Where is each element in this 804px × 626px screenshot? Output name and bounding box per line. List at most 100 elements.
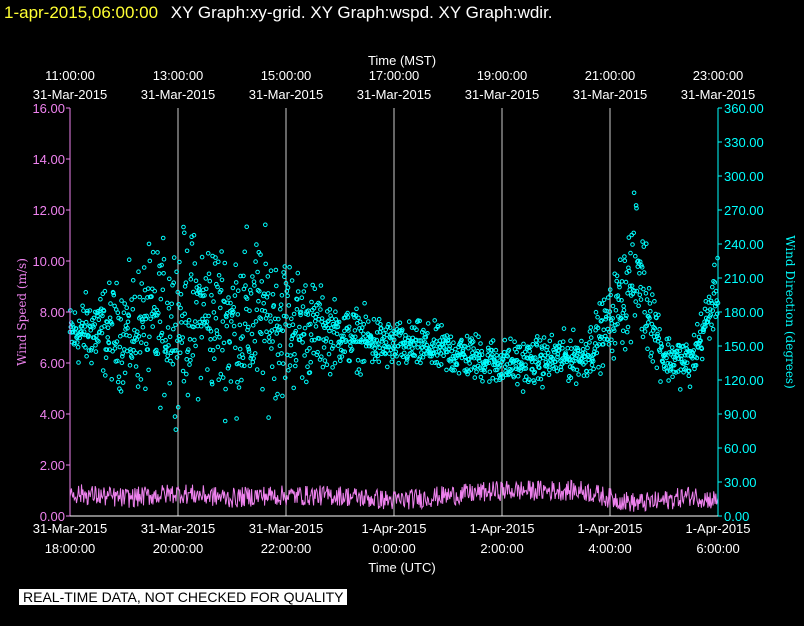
top-tick-label-date: 31-Mar-2015	[465, 87, 539, 102]
wind-direction-point	[83, 290, 89, 295]
wind-direction-point	[254, 307, 260, 313]
wind-direction-point	[675, 352, 680, 358]
wind-direction-point	[155, 250, 160, 255]
wind-direction-point	[627, 287, 633, 292]
wind-direction-point	[378, 325, 384, 331]
wind-direction-point	[236, 361, 241, 366]
wind-direction-point	[432, 318, 438, 323]
wind-direction-point	[385, 364, 390, 370]
wind-direction-point	[126, 313, 132, 319]
wind-direction-point	[184, 357, 189, 362]
wind-direction-point	[523, 366, 529, 371]
wind-direction-point	[669, 349, 675, 355]
wind-direction-point	[211, 299, 216, 304]
wind-direction-point	[326, 318, 331, 324]
wind-direction-point	[361, 358, 367, 364]
wind-direction-point	[149, 294, 154, 299]
wind-direction-point	[444, 367, 449, 373]
wind-direction-point	[686, 368, 692, 374]
wind-direction-point	[121, 310, 127, 316]
wind-direction-point	[214, 331, 220, 337]
wind-direction-point	[455, 352, 461, 358]
wind-direction-point	[642, 329, 648, 334]
wind-direction-point	[433, 346, 438, 352]
wind-direction-point	[606, 342, 612, 347]
wind-direction-point	[349, 347, 355, 352]
wind-direction-point	[339, 354, 345, 359]
wind-direction-point	[505, 354, 511, 359]
wind-direction-point	[188, 277, 194, 282]
wind-direction-point	[671, 369, 677, 375]
wind-direction-point	[371, 317, 377, 322]
top-tick-label-date: 31-Mar-2015	[33, 87, 107, 102]
wind-direction-point	[280, 328, 286, 334]
wind-direction-point	[118, 389, 124, 394]
wind-direction-point	[651, 324, 656, 330]
wind-direction-point	[112, 346, 118, 351]
wind-direction-point	[203, 286, 209, 292]
wind-direction-point	[520, 389, 526, 394]
wind-direction-point	[265, 274, 271, 279]
wind-direction-point	[247, 308, 252, 314]
wind-direction-point	[591, 366, 596, 372]
wind-direction-point	[327, 371, 333, 377]
wind-direction-point	[161, 256, 167, 262]
wind-direction-point	[609, 321, 615, 326]
wind-direction-point	[220, 375, 226, 380]
wind-direction-point	[253, 259, 258, 264]
wind-direction-point	[110, 349, 115, 354]
wind-direction-point	[169, 301, 174, 307]
top-tick-label-time: 19:00:00	[477, 68, 528, 83]
wind-direction-point	[228, 379, 234, 384]
wind-direction-point	[575, 347, 581, 353]
wind-direction-point	[248, 356, 253, 361]
wind-direction-point	[287, 264, 292, 270]
wind-direction-point	[86, 348, 92, 353]
wind-direction-point	[183, 280, 189, 286]
wind-direction-point	[140, 319, 145, 325]
wind-direction-point	[403, 344, 409, 349]
wind-direction-point	[588, 325, 594, 330]
wind-direction-point	[514, 349, 519, 355]
wind-direction-point	[648, 331, 654, 337]
wind-direction-point	[442, 334, 447, 339]
wind-direction-point	[610, 316, 615, 321]
wind-direction-point	[218, 305, 223, 311]
wind-direction-point	[259, 331, 264, 337]
wind-direction-point	[248, 291, 254, 296]
wind-direction-point	[242, 249, 247, 255]
wind-direction-point	[249, 331, 255, 337]
wind-direction-point	[607, 329, 612, 335]
wind-direction-point	[313, 324, 319, 329]
wind-direction-point	[357, 319, 363, 325]
wind-direction-point	[260, 386, 265, 392]
wind-direction-point	[541, 371, 547, 376]
wind-direction-point	[631, 190, 637, 196]
right-y-tick-label: 120.00	[724, 373, 764, 388]
wind-direction-point	[478, 374, 484, 380]
wind-direction-point	[156, 335, 162, 341]
wind-direction-point	[595, 325, 601, 331]
wind-direction-point	[332, 297, 337, 302]
right-y-tick-label: 30.00	[724, 475, 757, 490]
wind-direction-point	[387, 351, 392, 356]
wind-direction-point	[593, 309, 599, 315]
wind-direction-point	[601, 342, 606, 347]
wind-direction-point	[169, 314, 174, 319]
wind-direction-point	[101, 308, 107, 314]
wind-direction-point	[334, 331, 340, 337]
wind-direction-point	[658, 379, 663, 384]
wind-direction-point	[205, 251, 211, 256]
wind-direction-point	[246, 324, 251, 330]
wind-direction-point	[231, 323, 237, 329]
bottom-tick-label-time: 0:00:00	[372, 541, 415, 556]
wind-direction-point	[188, 272, 194, 277]
wind-direction-point	[683, 365, 688, 371]
wind-direction-point	[195, 397, 201, 402]
wind-direction-point	[502, 337, 508, 343]
wind-direction-point	[386, 344, 392, 349]
wind-direction-point	[530, 355, 536, 361]
wind-direction-point	[183, 320, 188, 325]
wind-direction-point	[576, 372, 581, 377]
wind-direction-point	[312, 318, 318, 324]
